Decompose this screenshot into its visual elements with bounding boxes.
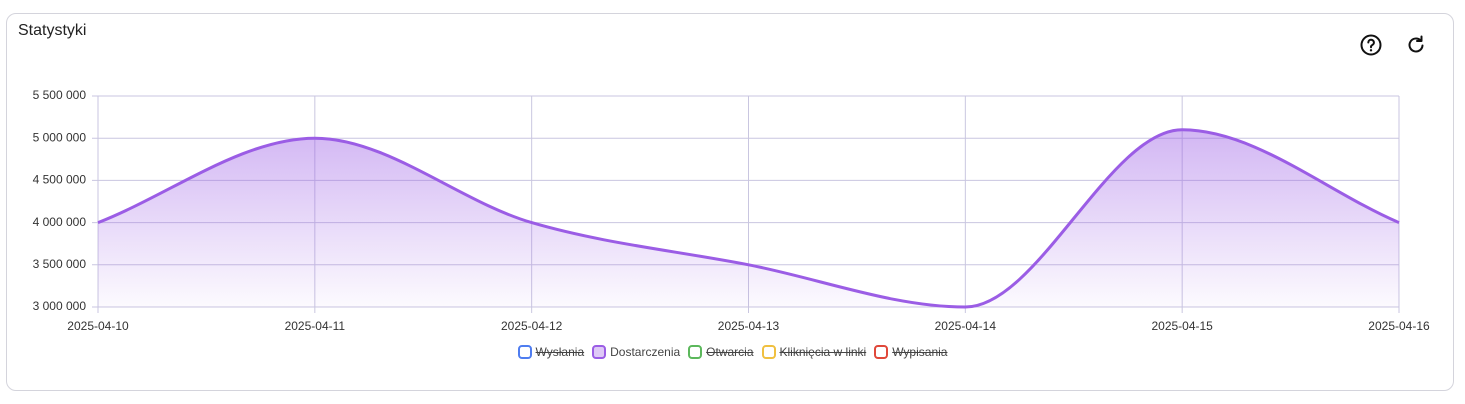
y-tick-label: 4 500 000: [33, 173, 87, 187]
legend-item[interactable]: Kliknięcia w linki: [761, 345, 867, 359]
legend-item[interactable]: Dostarczenia: [592, 345, 680, 359]
legend-label: Dostarczenia: [610, 345, 681, 359]
legend-label: Otwarcia: [706, 345, 754, 359]
legend-swatch: [688, 345, 703, 359]
legend-item[interactable]: Otwarcia: [688, 345, 754, 359]
y-tick-label: 5 000 000: [33, 130, 87, 144]
x-tick-label: 2025-04-13: [718, 319, 780, 333]
legend-swatch: [874, 345, 889, 359]
y-tick-label: 3 500 000: [33, 257, 87, 271]
refresh-icon[interactable]: [1404, 33, 1428, 57]
legend-swatch: [517, 345, 532, 359]
legend-label: Kliknięcia w linki: [779, 345, 867, 359]
y-tick-label: 4 000 000: [33, 215, 87, 229]
card-title: Statystyki: [18, 22, 87, 39]
x-tick-label: 2025-04-10: [67, 319, 129, 333]
legend-item[interactable]: Wysłania: [517, 345, 585, 359]
y-tick-label: 5 500 000: [33, 88, 87, 102]
legend-item[interactable]: Wypisania: [874, 345, 947, 359]
legend-label: Wypisania: [892, 345, 948, 359]
y-tick-label: 3 000 000: [33, 299, 87, 313]
line: [97, 128, 1400, 309]
legend-label: Wysłania: [535, 345, 585, 359]
x-tick-label: 2025-04-16: [1368, 319, 1430, 333]
legend-swatch: [592, 345, 607, 359]
help-icon[interactable]: [1359, 33, 1383, 57]
x-tick-label: 2025-04-15: [1151, 319, 1213, 333]
x-tick-label: 2025-04-11: [285, 319, 346, 333]
legend-swatch: [761, 345, 776, 359]
x-tick-label: 2025-04-12: [501, 319, 563, 333]
card: [6, 13, 1454, 391]
x-tick-label: 2025-04-14: [935, 319, 997, 333]
legend: Wysłania Dostarczenia Otwarcia Kliknięcia w…: [0, 345, 1465, 359]
